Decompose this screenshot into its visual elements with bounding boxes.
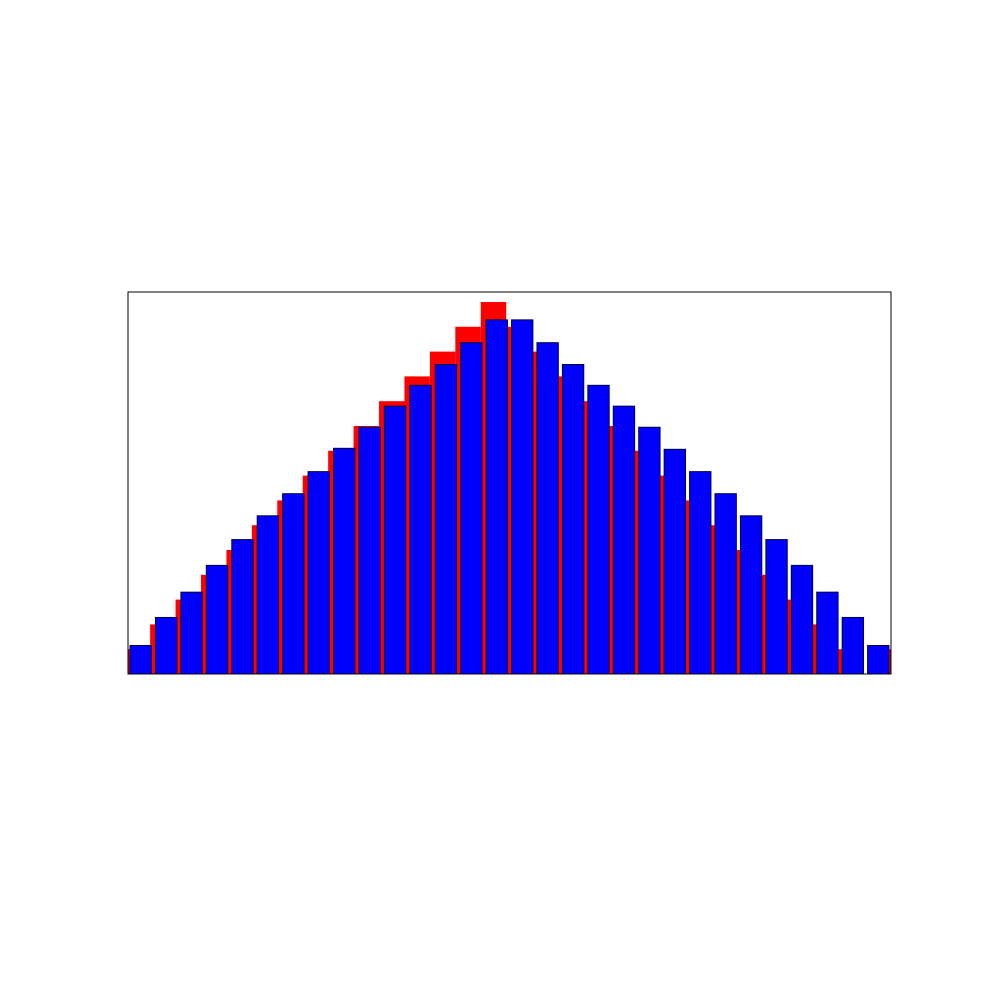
blue-bar (358, 426, 381, 675)
blue-bar (205, 564, 229, 675)
blue-bar (307, 471, 330, 675)
series-blue-bars (129, 319, 890, 675)
blue-bar (129, 644, 152, 675)
blue-bar (231, 539, 254, 675)
blue-bar (485, 319, 508, 675)
blue-bar (790, 564, 814, 675)
plot-frame (127, 291, 892, 675)
blue-bar (816, 591, 839, 675)
blue-bar (460, 342, 483, 675)
blue-bar (333, 447, 356, 675)
blue-bar (180, 591, 203, 675)
blue-bar (511, 319, 534, 675)
blue-bar (154, 616, 178, 675)
blue-bar (867, 644, 890, 675)
blue-bar (434, 364, 458, 675)
blue-bar (739, 515, 763, 675)
blue-bar (612, 405, 636, 675)
blue-bar (663, 448, 686, 675)
blue-bar (536, 342, 559, 675)
blue-bar (765, 539, 788, 675)
blue-bar (841, 616, 865, 675)
blue-bar (689, 471, 712, 675)
blue-bar (383, 405, 407, 675)
blue-bar (282, 493, 305, 675)
blue-bar (714, 493, 737, 675)
red-bar (887, 649, 891, 674)
blue-bar (587, 384, 610, 675)
blue-bar (638, 426, 661, 675)
blue-bar (256, 515, 280, 675)
blue-bar (409, 384, 432, 675)
blue-bar (561, 364, 585, 675)
